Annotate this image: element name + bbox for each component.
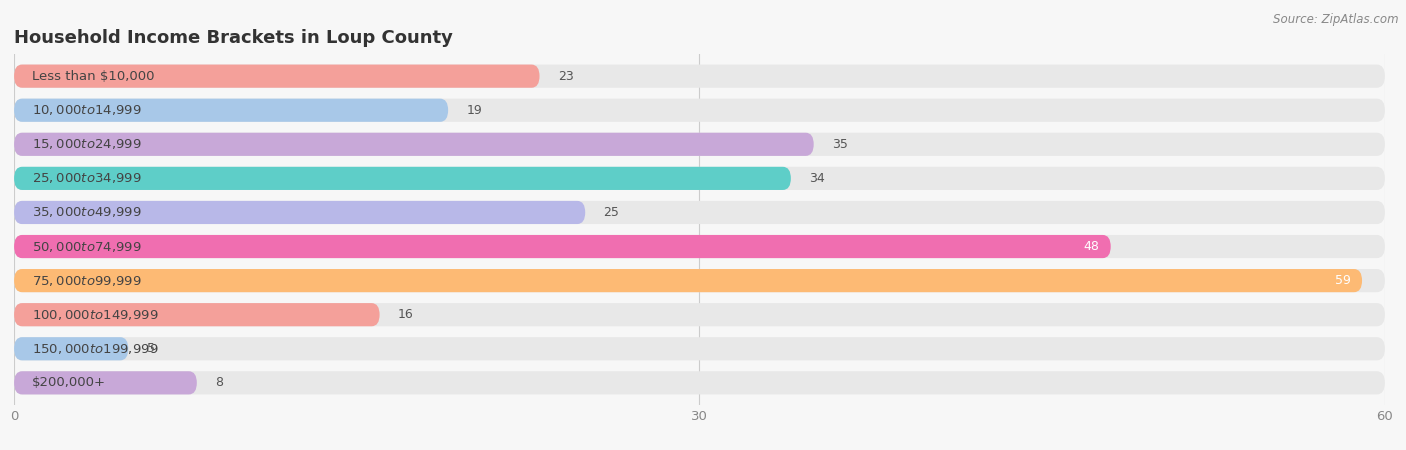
FancyBboxPatch shape <box>14 371 197 395</box>
Text: $15,000 to $24,999: $15,000 to $24,999 <box>32 137 142 151</box>
FancyBboxPatch shape <box>14 269 1385 292</box>
Text: 19: 19 <box>467 104 482 117</box>
Text: Source: ZipAtlas.com: Source: ZipAtlas.com <box>1274 14 1399 27</box>
Text: Less than $10,000: Less than $10,000 <box>32 70 155 83</box>
Text: $200,000+: $200,000+ <box>32 376 107 389</box>
Text: $50,000 to $74,999: $50,000 to $74,999 <box>32 239 142 253</box>
Text: $35,000 to $49,999: $35,000 to $49,999 <box>32 206 142 220</box>
FancyBboxPatch shape <box>14 99 449 122</box>
FancyBboxPatch shape <box>14 64 540 88</box>
Text: 35: 35 <box>832 138 848 151</box>
Text: 34: 34 <box>810 172 825 185</box>
Text: Household Income Brackets in Loup County: Household Income Brackets in Loup County <box>14 29 453 47</box>
FancyBboxPatch shape <box>14 269 1362 292</box>
FancyBboxPatch shape <box>14 201 1385 224</box>
FancyBboxPatch shape <box>14 235 1111 258</box>
FancyBboxPatch shape <box>14 99 1385 122</box>
Text: 23: 23 <box>558 70 574 83</box>
FancyBboxPatch shape <box>14 201 585 224</box>
FancyBboxPatch shape <box>14 337 1385 360</box>
Text: $150,000 to $199,999: $150,000 to $199,999 <box>32 342 159 356</box>
FancyBboxPatch shape <box>14 133 814 156</box>
Text: 16: 16 <box>398 308 413 321</box>
FancyBboxPatch shape <box>14 337 128 360</box>
Text: $75,000 to $99,999: $75,000 to $99,999 <box>32 274 142 288</box>
FancyBboxPatch shape <box>14 235 1385 258</box>
FancyBboxPatch shape <box>14 133 1385 156</box>
FancyBboxPatch shape <box>14 64 1385 88</box>
Text: 25: 25 <box>603 206 620 219</box>
FancyBboxPatch shape <box>14 303 1385 326</box>
Text: 48: 48 <box>1084 240 1099 253</box>
Text: $25,000 to $34,999: $25,000 to $34,999 <box>32 171 142 185</box>
FancyBboxPatch shape <box>14 371 1385 395</box>
FancyBboxPatch shape <box>14 167 1385 190</box>
Text: 59: 59 <box>1334 274 1351 287</box>
FancyBboxPatch shape <box>14 167 792 190</box>
Text: $100,000 to $149,999: $100,000 to $149,999 <box>32 308 159 322</box>
Text: 5: 5 <box>146 342 155 355</box>
Text: 8: 8 <box>215 376 224 389</box>
FancyBboxPatch shape <box>14 303 380 326</box>
Text: $10,000 to $14,999: $10,000 to $14,999 <box>32 103 142 117</box>
